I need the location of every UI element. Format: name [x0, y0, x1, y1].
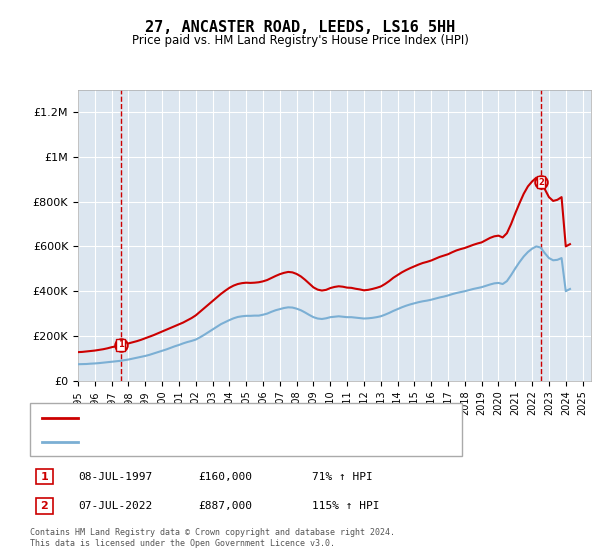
- Text: 27, ANCASTER ROAD, LEEDS, LS16 5HH (detached house): 27, ANCASTER ROAD, LEEDS, LS16 5HH (deta…: [87, 413, 406, 423]
- Text: 2: 2: [538, 178, 544, 186]
- Text: 1: 1: [118, 340, 124, 349]
- Point: [536, 178, 546, 186]
- Text: 2: 2: [41, 501, 48, 511]
- Text: Contains HM Land Registry data © Crown copyright and database right 2024.
This d: Contains HM Land Registry data © Crown c…: [30, 528, 395, 548]
- Text: £160,000: £160,000: [198, 472, 252, 482]
- Point: [116, 340, 125, 349]
- Text: HPI: Average price, detached house, Leeds: HPI: Average price, detached house, Leed…: [87, 436, 343, 446]
- Text: 08-JUL-1997: 08-JUL-1997: [78, 472, 152, 482]
- Text: £887,000: £887,000: [198, 501, 252, 511]
- Text: 07-JUL-2022: 07-JUL-2022: [78, 501, 152, 511]
- Text: 115% ↑ HPI: 115% ↑ HPI: [312, 501, 380, 511]
- Text: Price paid vs. HM Land Registry's House Price Index (HPI): Price paid vs. HM Land Registry's House …: [131, 34, 469, 46]
- Text: 71% ↑ HPI: 71% ↑ HPI: [312, 472, 373, 482]
- Text: 27, ANCASTER ROAD, LEEDS, LS16 5HH: 27, ANCASTER ROAD, LEEDS, LS16 5HH: [145, 20, 455, 35]
- Text: 1: 1: [41, 472, 48, 482]
